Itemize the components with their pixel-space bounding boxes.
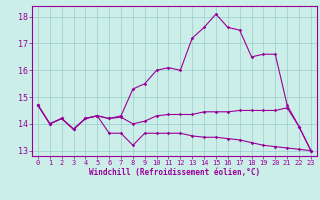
X-axis label: Windchill (Refroidissement éolien,°C): Windchill (Refroidissement éolien,°C) [89,168,260,177]
